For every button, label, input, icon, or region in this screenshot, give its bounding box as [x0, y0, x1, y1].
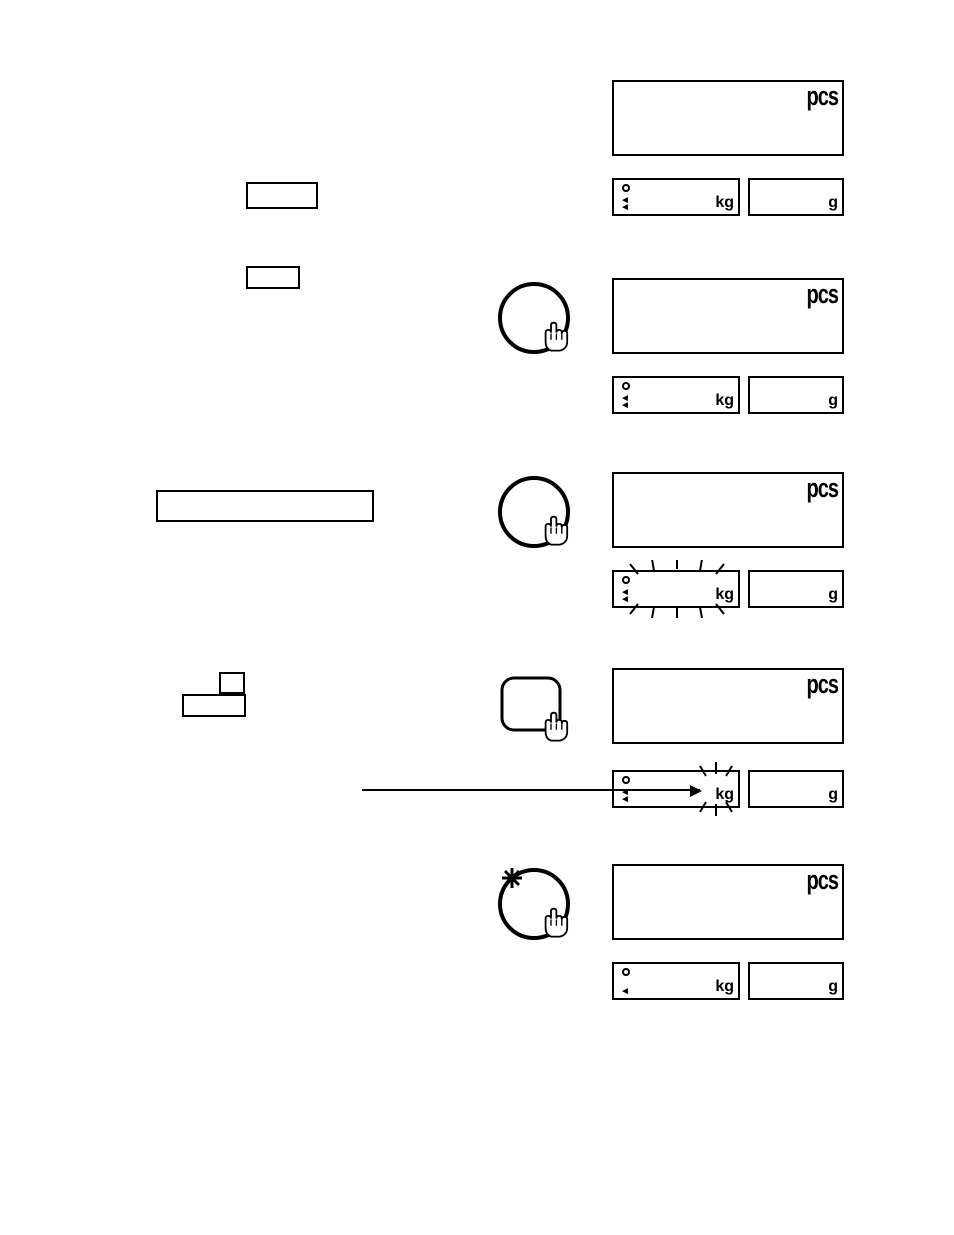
- round-button-press-icon: [494, 864, 604, 954]
- arrow-line-icon: [362, 789, 700, 791]
- range-indicator-icon: ◄: [620, 988, 630, 995]
- display-g-panel: g: [748, 570, 844, 608]
- display-pcs-panel: pcs: [612, 80, 844, 156]
- display-kg-panel: ◄ ◄ kg: [612, 376, 740, 414]
- stable-indicator-icon: [622, 382, 630, 390]
- display-kg-panel: ◄ ◄ kg: [612, 178, 740, 216]
- unit-g-label: g: [828, 978, 838, 996]
- unit-pcs-label: pcs: [807, 82, 838, 113]
- unit-kg-label: kg: [715, 978, 734, 996]
- range-indicator-icon: ◄ ◄: [620, 789, 630, 803]
- unit-pcs-label: pcs: [807, 670, 838, 701]
- unit-pcs-label: pcs: [807, 866, 838, 897]
- display-g-panel: g: [748, 376, 844, 414]
- stable-indicator-icon: [622, 576, 630, 584]
- display-kg-panel: ◄ ◄ kg: [612, 570, 740, 608]
- display-g-panel: g: [748, 770, 844, 808]
- unit-g-label: g: [828, 786, 838, 804]
- unit-kg-label: kg: [715, 392, 734, 410]
- display-pcs-panel: pcs: [612, 668, 844, 744]
- display-pcs-panel: pcs: [612, 278, 844, 354]
- range-indicator-icon: ◄ ◄: [620, 395, 630, 409]
- display-g-panel: g: [748, 962, 844, 1000]
- unit-g-label: g: [828, 392, 838, 410]
- stable-indicator-icon: [622, 184, 630, 192]
- display-pcs-panel: pcs: [612, 472, 844, 548]
- key-outline-box: [219, 672, 245, 694]
- unit-g-label: g: [828, 194, 838, 212]
- key-outline-box: [156, 490, 374, 522]
- stable-indicator-icon: [622, 776, 630, 784]
- square-button-press-icon: [494, 668, 604, 758]
- round-button-press-icon: [494, 278, 604, 368]
- display-kg-panel: ◄ kg: [612, 962, 740, 1000]
- stable-indicator-icon: [622, 968, 630, 976]
- key-outline-box: [246, 266, 300, 289]
- display-g-panel: g: [748, 178, 844, 216]
- display-pcs-panel: pcs: [612, 864, 844, 940]
- key-outline-box: [182, 694, 246, 717]
- unit-kg-label: kg: [715, 194, 734, 212]
- unit-kg-label: kg: [715, 586, 734, 604]
- key-outline-box: [246, 182, 318, 209]
- unit-pcs-label: pcs: [807, 474, 838, 505]
- round-button-press-icon: [494, 472, 604, 562]
- unit-kg-label: kg: [715, 786, 734, 804]
- unit-g-label: g: [828, 586, 838, 604]
- unit-pcs-label: pcs: [807, 280, 838, 311]
- range-indicator-icon: ◄ ◄: [620, 589, 630, 603]
- range-indicator-icon: ◄ ◄: [620, 197, 630, 211]
